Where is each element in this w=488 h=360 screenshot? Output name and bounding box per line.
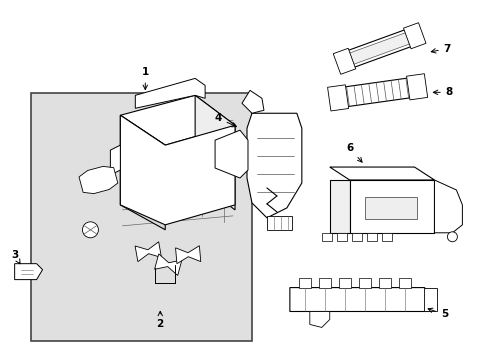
Polygon shape: [338, 278, 350, 288]
Text: 4: 4: [214, 113, 236, 127]
Polygon shape: [332, 48, 355, 74]
Polygon shape: [358, 278, 370, 288]
Text: 5: 5: [427, 308, 447, 319]
Polygon shape: [336, 77, 418, 108]
Bar: [336, 233, 346, 241]
Bar: [351, 233, 361, 241]
Polygon shape: [15, 264, 42, 280]
Polygon shape: [242, 90, 264, 113]
Polygon shape: [154, 254, 182, 275]
Polygon shape: [120, 95, 235, 145]
Polygon shape: [79, 166, 118, 194]
Polygon shape: [349, 33, 409, 64]
Polygon shape: [110, 145, 120, 175]
Bar: [364, 197, 416, 219]
Polygon shape: [403, 23, 425, 49]
Bar: [366, 233, 376, 241]
Polygon shape: [135, 78, 204, 108]
Polygon shape: [433, 180, 462, 233]
Polygon shape: [329, 167, 433, 180]
Polygon shape: [378, 278, 390, 288]
Polygon shape: [341, 27, 417, 70]
Bar: [381, 233, 391, 241]
Polygon shape: [318, 278, 330, 288]
Text: 7: 7: [430, 44, 450, 54]
Bar: [31, 93, 251, 341]
Polygon shape: [175, 246, 201, 264]
Polygon shape: [398, 278, 410, 288]
Polygon shape: [406, 74, 427, 100]
Text: 8: 8: [432, 87, 452, 97]
Polygon shape: [120, 115, 235, 225]
Polygon shape: [266, 216, 291, 230]
Bar: [321, 233, 331, 241]
Polygon shape: [195, 95, 235, 210]
Polygon shape: [349, 180, 433, 233]
Circle shape: [82, 222, 98, 238]
Circle shape: [447, 232, 456, 242]
Text: 1: 1: [142, 67, 149, 90]
Polygon shape: [327, 85, 348, 111]
Text: 6: 6: [346, 143, 361, 162]
Polygon shape: [309, 311, 329, 328]
Polygon shape: [424, 288, 437, 311]
Polygon shape: [215, 130, 247, 178]
Text: 3: 3: [11, 250, 20, 264]
Polygon shape: [246, 113, 301, 218]
Polygon shape: [120, 115, 165, 230]
Polygon shape: [298, 278, 310, 288]
Text: 2: 2: [156, 311, 163, 329]
Polygon shape: [135, 242, 161, 262]
Polygon shape: [329, 180, 349, 233]
Polygon shape: [289, 288, 428, 311]
